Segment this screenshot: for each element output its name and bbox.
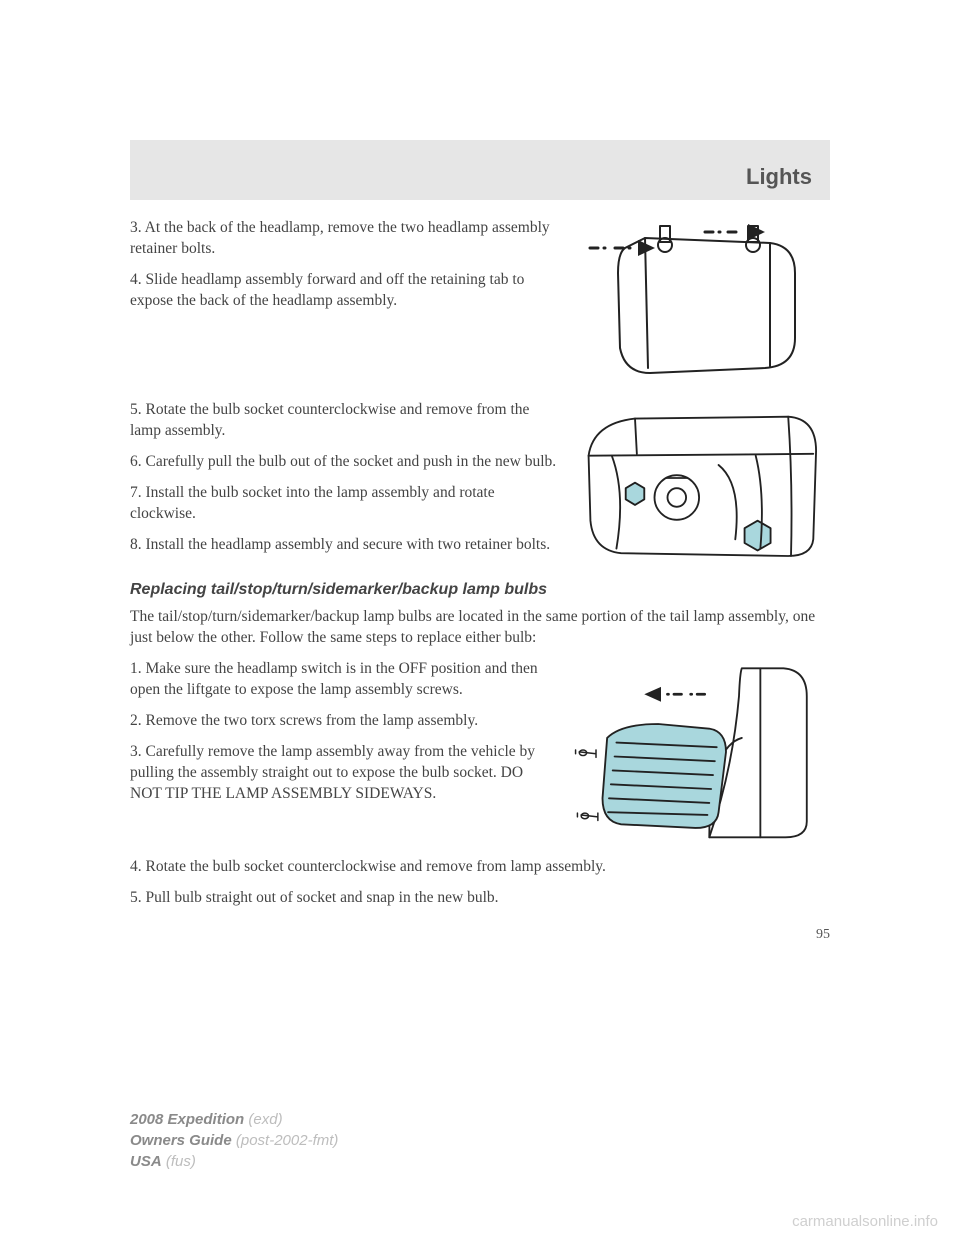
section-header-band: Lights xyxy=(130,140,830,200)
tail-intro: The tail/stop/turn/sidemarker/backup lam… xyxy=(130,607,830,649)
step-3: 3. At the back of the headlamp, remove t… xyxy=(130,218,558,260)
footer-region: USA xyxy=(130,1153,162,1170)
footer-block: 2008 Expedition (exd) Owners Guide (post… xyxy=(130,1109,338,1172)
step-7: 7. Install the bulb socket into the lamp… xyxy=(130,483,558,525)
tail-step-5: 5. Pull bulb straight out of socket and … xyxy=(130,888,830,909)
figure-tail-lamp xyxy=(570,659,830,845)
section-title: Lights xyxy=(746,164,812,190)
step-6: 6. Carefully pull the bulb out of the so… xyxy=(130,452,558,473)
figure-headlamp-rear xyxy=(570,400,830,567)
footer-region-code: (fus) xyxy=(162,1153,196,1170)
page-number: 95 xyxy=(130,927,830,943)
tail-step-3: 3. Carefully remove the lamp assembly aw… xyxy=(130,742,558,805)
footer-guide-code: (post-2002-fmt) xyxy=(232,1132,339,1149)
figure-headlamp-front xyxy=(570,218,830,388)
step-5: 5. Rotate the bulb socket counterclockwi… xyxy=(130,400,558,442)
tail-step-1: 1. Make sure the headlamp switch is in t… xyxy=(130,659,558,701)
footer-model-code: (exd) xyxy=(244,1111,282,1128)
step-8: 8. Install the headlamp assembly and sec… xyxy=(130,535,558,556)
tail-step-2: 2. Remove the two torx screws from the l… xyxy=(130,711,558,732)
footer-guide: Owners Guide xyxy=(130,1132,232,1149)
step-4: 4. Slide headlamp assembly forward and o… xyxy=(130,270,558,312)
footer-model: 2008 Expedition xyxy=(130,1111,244,1128)
watermark: carmanualsonline.info xyxy=(792,1213,938,1230)
subheading-tail-lamp: Replacing tail/stop/turn/sidemarker/back… xyxy=(130,581,830,599)
tail-step-4: 4. Rotate the bulb socket counterclockwi… xyxy=(130,857,830,878)
